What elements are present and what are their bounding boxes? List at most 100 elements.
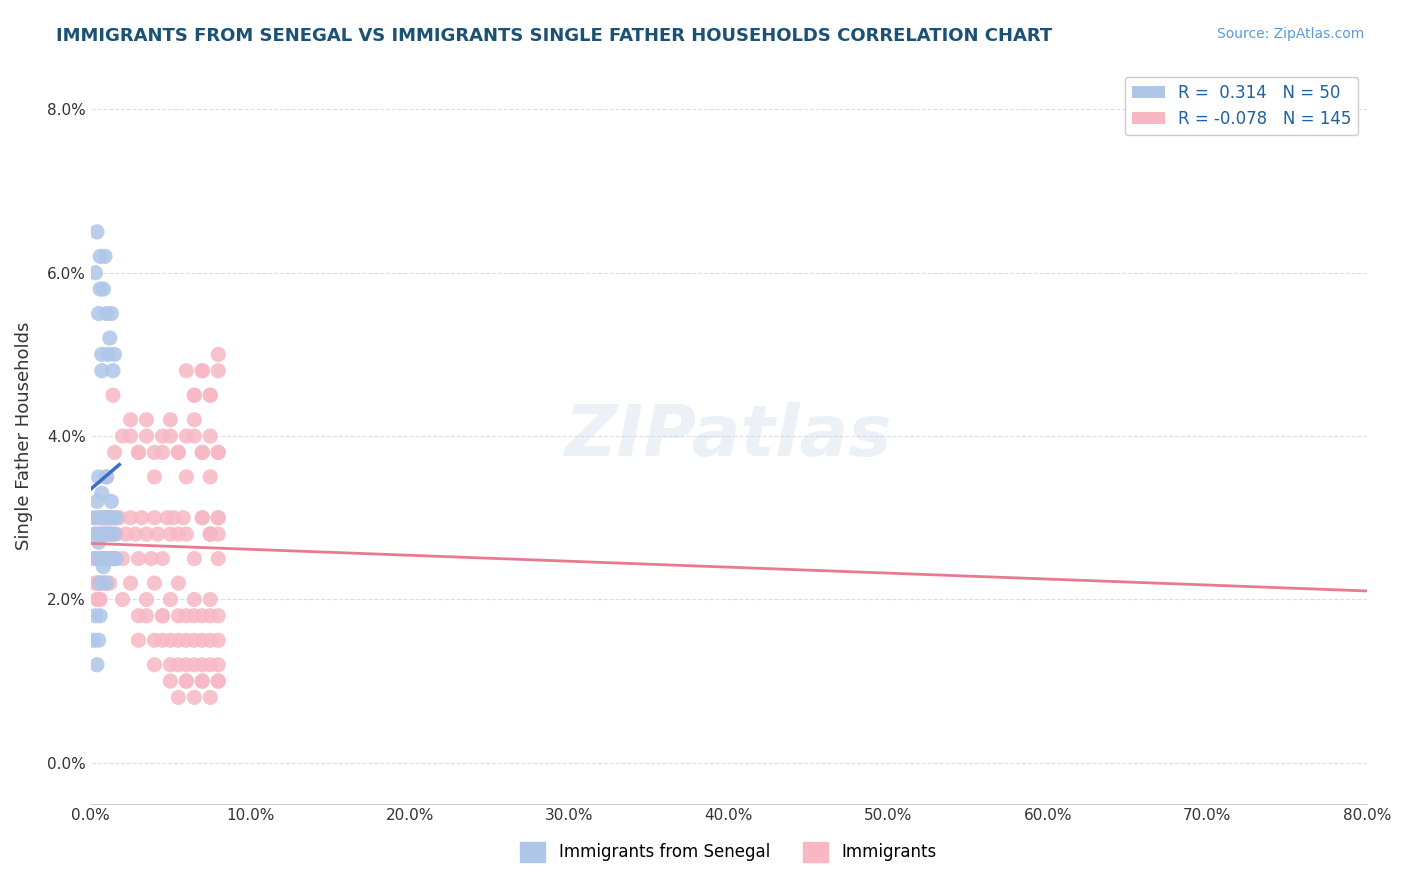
Point: [94, 249, 117, 263]
Point: [200, 657, 222, 672]
Point: [86, 592, 108, 607]
Point: [200, 388, 222, 402]
Point: [90, 364, 112, 378]
Point: [159, 657, 181, 672]
Point: [100, 527, 122, 541]
Point: [152, 608, 174, 623]
Point: [103, 510, 125, 524]
Point: [200, 527, 222, 541]
Point: [207, 347, 229, 361]
Point: [167, 576, 190, 591]
Point: [87, 592, 110, 607]
Point: [93, 576, 115, 591]
Point: [84, 527, 107, 541]
Point: [200, 388, 222, 402]
Point: [167, 445, 190, 459]
Point: [152, 608, 174, 623]
Point: [200, 429, 222, 443]
Point: [94, 527, 117, 541]
Point: [100, 307, 122, 321]
Point: [83, 551, 105, 566]
Point: [86, 225, 108, 239]
Point: [159, 633, 181, 648]
Point: [200, 608, 222, 623]
Point: [90, 551, 112, 566]
Point: [96, 576, 118, 591]
Point: [191, 510, 214, 524]
Y-axis label: Single Father Households: Single Father Households: [15, 322, 32, 550]
Point: [98, 551, 121, 566]
Point: [191, 445, 214, 459]
Point: [191, 364, 214, 378]
Point: [83, 633, 105, 648]
Point: [98, 331, 121, 345]
Point: [86, 576, 108, 591]
Point: [111, 429, 134, 443]
Point: [176, 608, 198, 623]
Point: [120, 429, 142, 443]
Point: [183, 592, 205, 607]
Point: [207, 657, 229, 672]
Point: [127, 551, 149, 566]
Point: [207, 527, 229, 541]
Point: [183, 551, 205, 566]
Point: [200, 690, 222, 705]
Point: [89, 249, 111, 263]
Point: [127, 445, 149, 459]
Point: [105, 551, 128, 566]
Point: [131, 510, 153, 524]
Point: [84, 551, 107, 566]
Point: [159, 429, 181, 443]
Point: [200, 470, 222, 484]
Point: [96, 510, 118, 524]
Point: [191, 608, 214, 623]
Point: [94, 551, 117, 566]
Point: [135, 429, 157, 443]
Point: [83, 510, 105, 524]
Point: [167, 527, 190, 541]
Point: [87, 535, 110, 549]
Point: [159, 527, 181, 541]
Point: [103, 445, 125, 459]
Point: [183, 657, 205, 672]
Point: [167, 445, 190, 459]
Point: [84, 608, 107, 623]
Point: [103, 347, 125, 361]
Point: [101, 551, 124, 566]
Point: [207, 445, 229, 459]
Point: [207, 510, 229, 524]
Point: [93, 576, 115, 591]
Point: [191, 633, 214, 648]
Point: [191, 364, 214, 378]
Point: [207, 551, 229, 566]
Point: [143, 576, 166, 591]
Point: [93, 559, 115, 574]
Point: [200, 527, 222, 541]
Point: [172, 510, 194, 524]
Point: [183, 388, 205, 402]
Point: [87, 576, 110, 591]
Point: [89, 551, 111, 566]
Point: [207, 445, 229, 459]
Point: [200, 633, 222, 648]
Point: [89, 592, 111, 607]
Point: [93, 510, 115, 524]
Point: [86, 494, 108, 508]
Point: [90, 551, 112, 566]
Point: [96, 510, 118, 524]
Point: [143, 470, 166, 484]
Point: [90, 527, 112, 541]
Text: ZIPatlas: ZIPatlas: [565, 401, 893, 471]
Point: [120, 510, 142, 524]
Point: [93, 282, 115, 296]
Point: [183, 413, 205, 427]
Point: [143, 657, 166, 672]
Point: [89, 608, 111, 623]
Point: [98, 510, 121, 524]
Point: [120, 413, 142, 427]
Point: [105, 527, 128, 541]
Point: [86, 657, 108, 672]
Point: [143, 445, 166, 459]
Point: [89, 576, 111, 591]
Point: [135, 527, 157, 541]
